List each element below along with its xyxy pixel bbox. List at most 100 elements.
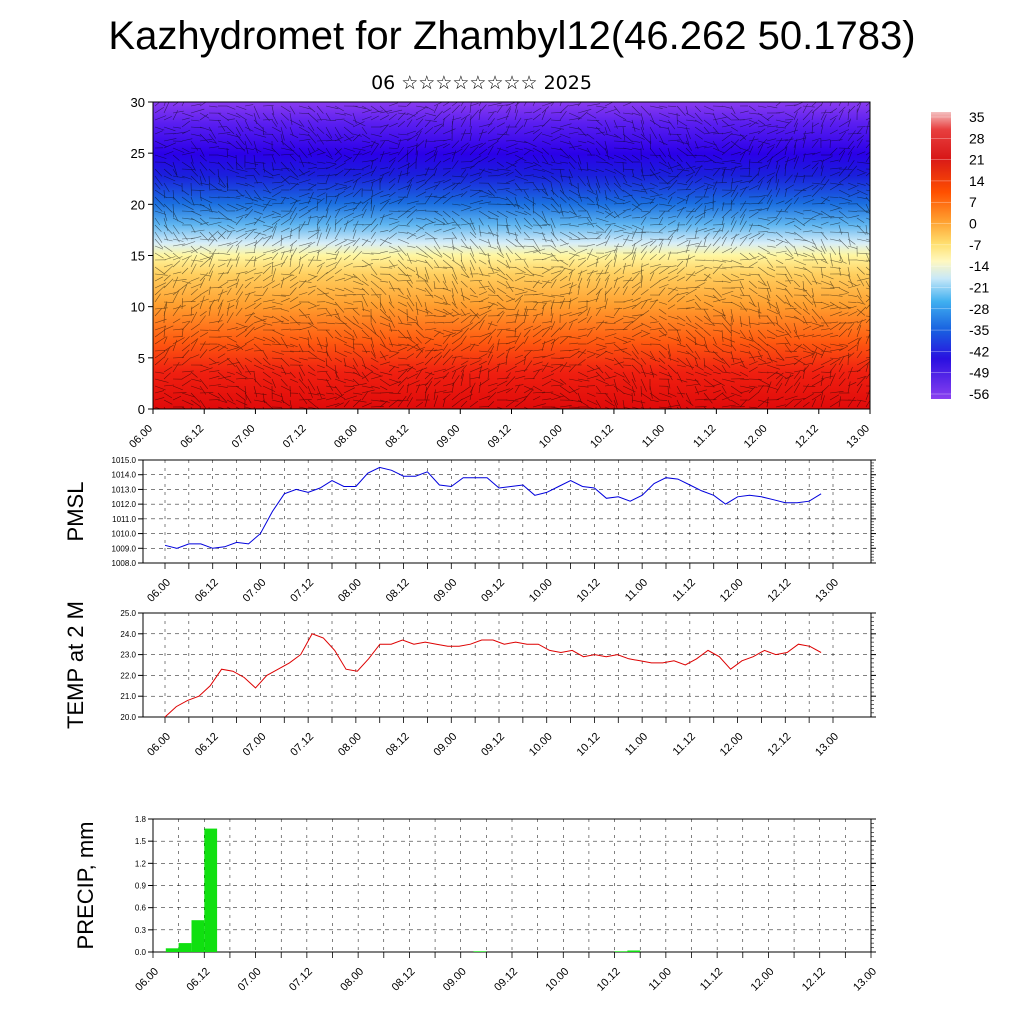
wind-barb	[406, 336, 416, 344]
wind-barb	[271, 392, 283, 398]
wind-barb	[415, 114, 427, 121]
wind-barb	[568, 224, 579, 227]
wind-barb	[217, 168, 220, 183]
wind-barb	[865, 252, 870, 264]
wind-barb	[568, 126, 582, 130]
wind-barb	[352, 315, 359, 324]
wind-barb	[226, 264, 233, 275]
wind-barb	[811, 398, 816, 408]
wind-barb	[370, 357, 379, 363]
wind-barb	[352, 280, 364, 286]
wind-barb	[298, 385, 305, 394]
wind-barb	[424, 315, 436, 317]
wind-barb	[775, 147, 787, 156]
wind-barb	[505, 273, 514, 282]
wind-barb	[397, 146, 404, 156]
wind-barb	[181, 189, 190, 196]
wind-barb	[442, 372, 450, 380]
wind-barb	[793, 398, 806, 401]
wind-barb	[262, 357, 271, 366]
wind-barb	[226, 168, 240, 174]
wind-barb	[721, 209, 732, 219]
x-tick-label: 09.00	[434, 423, 462, 451]
x-tick-label: 06.12	[193, 731, 221, 759]
wind-barb	[559, 405, 572, 408]
wind-barb	[343, 275, 356, 282]
wind-barb	[397, 170, 402, 184]
wind-barb	[271, 320, 285, 324]
wind-barb	[838, 166, 848, 177]
wind-barb	[352, 172, 362, 177]
wind-barb	[631, 242, 636, 254]
wind-barb	[280, 385, 292, 392]
wind-barb	[658, 211, 665, 219]
wind-barb	[703, 182, 715, 187]
wind-barb	[784, 315, 799, 319]
wind-barb	[190, 254, 197, 268]
wind-barb	[190, 119, 200, 122]
wind-barb	[568, 215, 582, 219]
wind-barb	[613, 140, 625, 142]
wind-barb	[226, 392, 234, 402]
wind-barb	[514, 272, 524, 275]
wind-barb	[649, 321, 659, 324]
wind-barb	[856, 172, 867, 177]
wind-barb	[334, 350, 347, 357]
wind-barb	[406, 383, 409, 394]
wind-barb	[793, 266, 808, 270]
wind-barb	[685, 224, 692, 233]
wind-barb	[271, 329, 285, 337]
wind-barb	[559, 322, 567, 331]
wind-barb	[226, 312, 234, 324]
wind-barb	[271, 215, 282, 219]
wind-barb	[433, 266, 448, 269]
wind-barb	[388, 177, 396, 184]
wind-barb	[154, 385, 166, 391]
wind-barb	[370, 322, 377, 335]
y-tick-label: 25	[131, 146, 145, 161]
wind-barb	[793, 280, 801, 288]
wind-barb	[793, 172, 799, 184]
wind-barb	[676, 336, 682, 345]
wind-barb	[649, 315, 658, 321]
wind-barb	[775, 404, 786, 408]
wind-barb	[550, 336, 560, 345]
wind-barb	[784, 362, 798, 366]
wind-barb	[280, 126, 285, 141]
wind-barb	[685, 364, 694, 368]
wind-barb	[586, 217, 595, 228]
wind-barb	[586, 298, 599, 303]
wind-barb	[685, 175, 694, 184]
x-tick-label: 10.00	[527, 731, 555, 759]
wind-barb	[496, 310, 504, 317]
wind-barb	[487, 111, 497, 114]
wind-barb	[793, 252, 807, 257]
wind-barb	[451, 330, 463, 338]
wind-barb	[856, 182, 866, 186]
wind-barb	[577, 217, 590, 219]
wind-barb	[523, 329, 531, 338]
wind-barb	[415, 224, 425, 230]
wind-barb	[658, 333, 668, 338]
wind-barb	[856, 189, 868, 196]
x-tick-label: 09.00	[441, 966, 469, 994]
wind-barb	[343, 119, 354, 126]
x-tick-label: 09.12	[479, 731, 507, 759]
wind-barb	[649, 172, 661, 177]
wind-barb	[820, 245, 826, 254]
wind-barb	[433, 217, 445, 224]
wind-barb	[289, 336, 299, 341]
wind-barb	[289, 154, 297, 162]
wind-barb	[217, 385, 228, 388]
wind-barb	[451, 301, 458, 309]
wind-barb	[505, 372, 511, 380]
wind-barb	[415, 118, 424, 128]
wind-barb	[586, 338, 598, 345]
wind-barb	[613, 243, 619, 254]
wind-barb	[604, 329, 614, 331]
wind-barb	[721, 217, 725, 226]
wind-barb	[343, 322, 352, 330]
wind-barb	[712, 228, 721, 240]
wind-barb	[208, 182, 219, 191]
wind-barb	[415, 401, 423, 408]
